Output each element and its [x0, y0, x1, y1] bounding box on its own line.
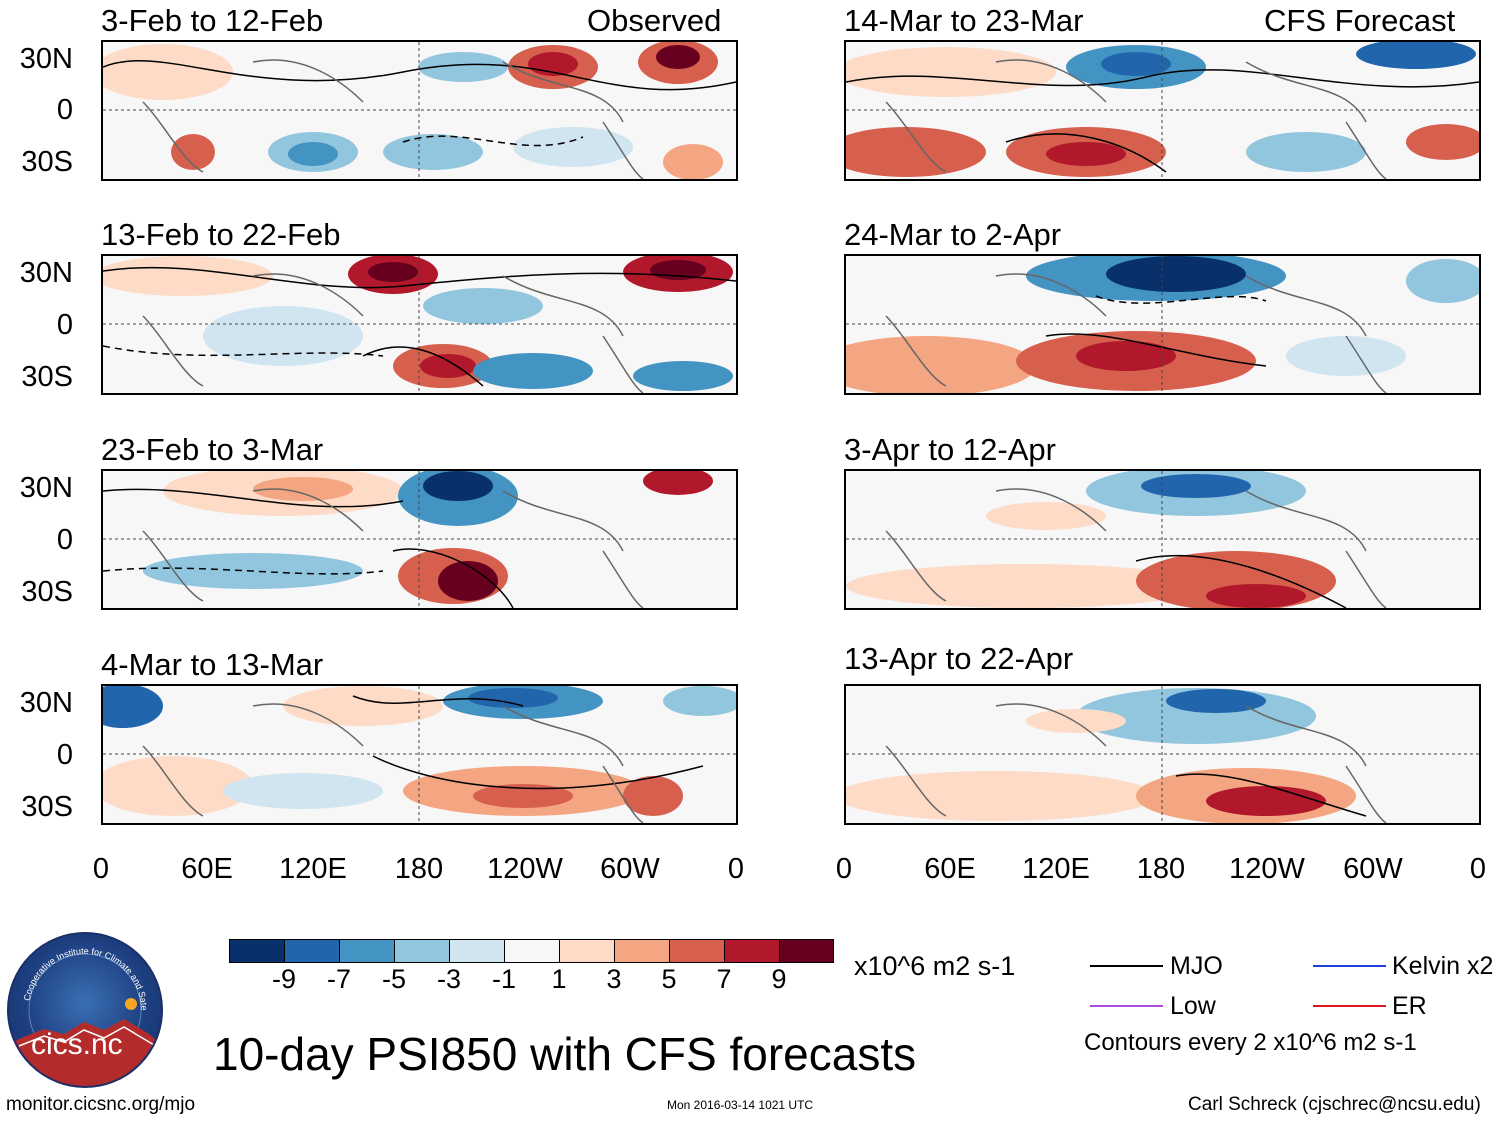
kelvin-legend-line [1313, 965, 1386, 967]
lon-label-60e: 60E [181, 853, 233, 885]
lon-label-0: 0 [92, 853, 110, 885]
map-panel-right-2 [844, 254, 1481, 395]
lon-label-r-0: 0 [835, 853, 853, 885]
footer-timestamp: Mon 2016-03-14 1021 UTC [667, 1098, 814, 1112]
colorbar-swatch [724, 939, 779, 963]
footer-url[interactable]: monitor.cicsnc.org/mjo [6, 1094, 196, 1115]
lat-label-30n: 30N [19, 43, 73, 75]
colorbar-tick-label: -9 [271, 964, 297, 994]
colorbar-swatch [614, 939, 669, 963]
panel-title-right-4: 13-Apr to 22-Apr [844, 641, 1074, 676]
figure-title: 10-day PSI850 with CFS forecasts [213, 1028, 917, 1080]
kelvin-legend-label: Kelvin x2 [1392, 952, 1494, 980]
lat-label-30n-4: 30N [19, 687, 73, 719]
observed-label: Observed [587, 3, 722, 38]
colorbar-swatch [394, 939, 449, 963]
lat-label-eq: 0 [56, 94, 73, 126]
colorbar-tick-label: 7 [716, 964, 732, 994]
map-panel-left-3 [101, 469, 738, 610]
map-panel-left-1 [101, 40, 738, 181]
colorbar-swatch [559, 939, 614, 963]
panel-title-right-1: 14-Mar to 23-Mar [844, 3, 1084, 38]
colorbar-tick-label: 5 [661, 964, 677, 994]
colorbar-units: x10^6 m2 s-1 [854, 951, 1016, 981]
mjo-legend-label: MJO [1170, 952, 1223, 980]
colorbar-swatch [504, 939, 559, 963]
lon-label-r-180: 180 [1136, 853, 1186, 885]
lat-label-30s-3: 30S [21, 576, 73, 608]
colorbar-swatch [449, 939, 504, 963]
lon-label-r-120w: 120W [1229, 853, 1305, 885]
low-legend-label: Low [1170, 992, 1216, 1020]
lat-label-eq-4: 0 [56, 739, 73, 771]
logo-text: cics.nc [31, 1028, 123, 1061]
er-legend-label: ER [1392, 992, 1427, 1020]
low-legend-line [1090, 1005, 1163, 1007]
colorbar-tick-label: -7 [326, 964, 352, 994]
cics-logo: Cooperative Institute for Climate and Sa… [7, 932, 163, 1088]
colorbar-tick-label: -3 [436, 964, 462, 994]
lat-label-30s: 30S [21, 146, 73, 178]
lon-label-180: 180 [394, 853, 444, 885]
lon-label-r-360: 0 [1469, 853, 1487, 885]
lat-label-eq-2: 0 [56, 309, 73, 341]
mjo-legend-line [1090, 965, 1163, 967]
lat-label-30n-3: 30N [19, 472, 73, 504]
colorbar-swatch [229, 939, 284, 963]
map-panel-left-2 [101, 254, 738, 395]
map-panel-right-3 [844, 469, 1481, 610]
colorbar-tick-label: 3 [606, 964, 622, 994]
lat-label-30s-2: 30S [21, 361, 73, 393]
lat-label-30n-2: 30N [19, 257, 73, 289]
colorbar-swatch [779, 939, 834, 963]
contour-note: Contours every 2 x10^6 m2 s-1 [1084, 1029, 1417, 1056]
lat-label-30s-4: 30S [21, 791, 73, 823]
lon-label-360: 0 [727, 853, 745, 885]
colorbar-tick-label: -5 [381, 964, 407, 994]
footer-credit: Carl Schreck (cjschrec@ncsu.edu) [1188, 1094, 1481, 1115]
er-legend-line [1313, 1005, 1386, 1007]
cfs-forecast-label: CFS Forecast [1264, 3, 1456, 38]
colorbar-tick-label: 1 [551, 964, 567, 994]
panel-title-left-3: 23-Feb to 3-Mar [101, 432, 324, 467]
map-panel-right-4 [844, 684, 1481, 825]
lon-label-60w: 60W [600, 853, 660, 885]
lon-label-120w: 120W [487, 853, 563, 885]
panel-title-left-1: 3-Feb to 12-Feb [101, 3, 324, 38]
colorbar-swatch [284, 939, 339, 963]
map-panel-left-4 [101, 684, 738, 825]
map-panel-right-1 [844, 40, 1481, 181]
colorbar-tick-label: -1 [491, 964, 517, 994]
colorbar-swatch [339, 939, 394, 963]
lat-label-eq-3: 0 [56, 524, 73, 556]
panel-title-left-2: 13-Feb to 22-Feb [101, 217, 341, 252]
colorbar-tick-label: 9 [771, 964, 787, 994]
colorbar-swatch [669, 939, 724, 963]
lon-label-r-120e: 120E [1022, 853, 1090, 885]
panel-title-left-4: 4-Mar to 13-Mar [101, 647, 324, 682]
lon-label-120e: 120E [279, 853, 347, 885]
lon-label-r-60e: 60E [924, 853, 976, 885]
panel-title-right-3: 3-Apr to 12-Apr [844, 432, 1056, 467]
lon-label-r-60w: 60W [1343, 853, 1403, 885]
panel-title-right-2: 24-Mar to 2-Apr [844, 217, 1062, 252]
